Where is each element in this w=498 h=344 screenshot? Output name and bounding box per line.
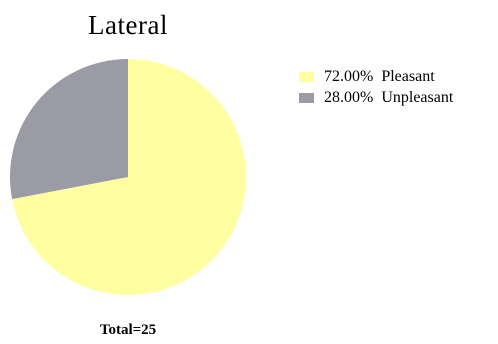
legend-percent-unpleasant: 28.00% [324,88,374,106]
chart-legend: 72.00% Pleasant 28.00% Unpleasant [299,66,453,108]
pie-slices [9,59,247,295]
legend-swatch-pleasant [299,71,314,82]
legend-swatch-unpleasant [299,92,314,103]
pie-slice-unpleasant [9,59,129,200]
legend-label-unpleasant: Unpleasant [381,88,454,106]
legend-label-pleasant: Pleasant [381,67,435,85]
legend-item-unpleasant: 28.00% Unpleasant [299,87,453,108]
chart-title: Lateral [88,10,168,40]
legend-item-pleasant: 72.00% Pleasant [299,66,453,87]
pie-slice-pleasant [12,59,247,295]
total-annotation: Total=25 [99,322,157,338]
legend-percent-pleasant: 72.00% [324,67,374,85]
